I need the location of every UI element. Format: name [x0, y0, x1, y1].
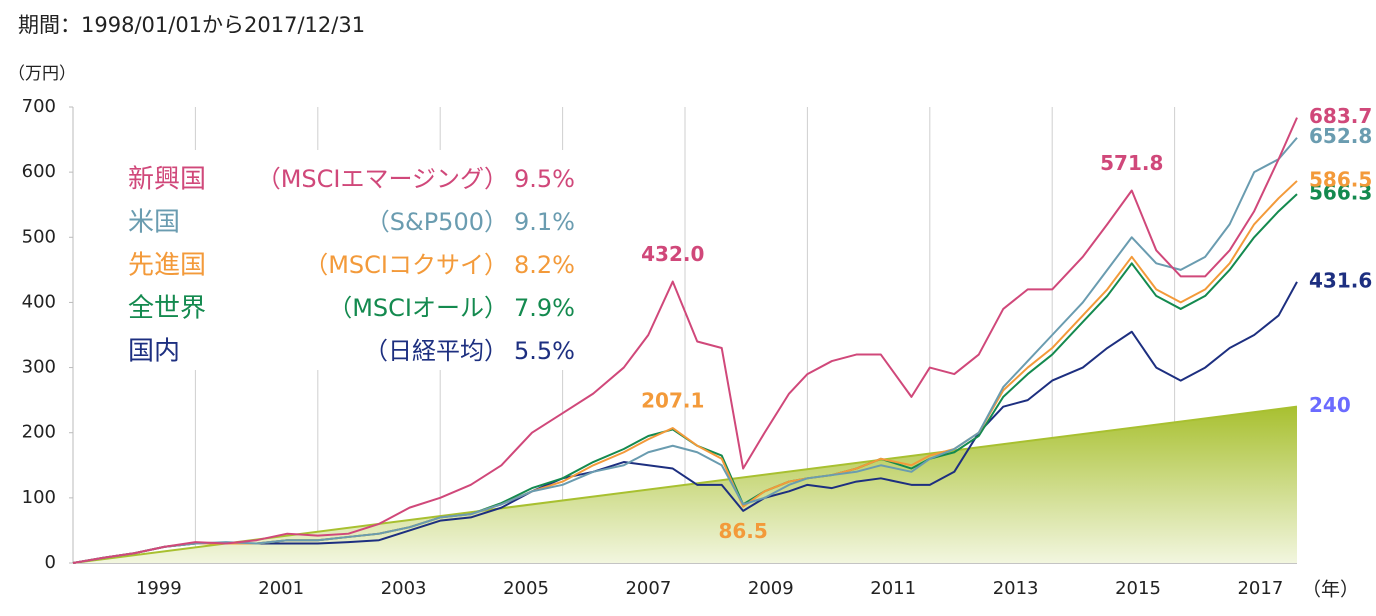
- series-line: [72, 281, 1298, 564]
- value-label: 683.7: [1309, 104, 1372, 128]
- legend: 新興国 （MSCIエマージング） 9.5% 米国 （S&P500） 9.1% 先進国 （MSC…: [112, 150, 602, 370]
- value-label: 86.5: [718, 519, 767, 543]
- legend-return: 5.5%: [514, 337, 575, 365]
- x-tick-label: 2009: [748, 578, 794, 599]
- x-axis-label: （年）: [1302, 579, 1359, 601]
- legend-index: （S&P500）: [366, 208, 508, 236]
- x-tick-label: 2011: [870, 578, 916, 599]
- y-tick-label: 500: [22, 226, 56, 247]
- x-tick-label: 2015: [1115, 578, 1161, 599]
- x-tick-label: 2005: [503, 578, 549, 599]
- y-tick-label: 400: [22, 291, 56, 312]
- x-tick-label: 2001: [258, 578, 304, 599]
- principal-line: [72, 405, 1298, 564]
- legend-name: 新興国: [128, 165, 206, 195]
- legend-index: （日経平均）: [364, 337, 508, 365]
- y-tick-label: 700: [22, 96, 56, 117]
- x-tick-label: 2017: [1237, 578, 1283, 599]
- value-label: 586.5: [1309, 167, 1372, 191]
- y-tick-label: 0: [45, 552, 56, 573]
- y-tick-label: 300: [22, 357, 56, 378]
- y-axis-label: （万円）: [8, 64, 76, 84]
- legend-index: （MSCIコクサイ）: [304, 251, 508, 279]
- value-label: 571.8: [1100, 151, 1163, 175]
- value-label: 652.8: [1309, 124, 1372, 148]
- legend-return: 9.1%: [514, 208, 575, 236]
- chart-title: 期間：1998/01/01から2017/12/31: [18, 13, 365, 37]
- value-label: 432.0: [641, 242, 704, 266]
- x-tick-label: 2003: [381, 578, 427, 599]
- value-label: 207.1: [641, 389, 704, 413]
- x-tick-label: 2007: [625, 578, 671, 599]
- legend-name: 先進国: [128, 251, 206, 281]
- legend-index: （MSCIオール）: [328, 294, 508, 322]
- legend-return: 9.5%: [514, 165, 575, 193]
- legend-name: 全世界: [128, 294, 206, 324]
- plot: [72, 117, 1298, 564]
- value-label: 566.3: [1309, 181, 1372, 205]
- y-tick-label: 200: [22, 422, 56, 443]
- series-line: [72, 137, 1298, 564]
- legend-index: （MSCIエマージング）: [257, 165, 508, 193]
- y-tick-label: 600: [22, 161, 56, 182]
- value-label: 240: [1309, 393, 1351, 417]
- y-tick-label: 100: [22, 487, 56, 508]
- legend-name: 米国: [128, 208, 180, 238]
- labels: 240 431.6 566.3 207.1 86.5 586.5 652.8 432.0 571…: [641, 104, 1372, 543]
- x-tick-label: 2013: [993, 578, 1039, 599]
- value-label: 431.6: [1309, 268, 1372, 292]
- legend-return: 8.2%: [514, 251, 575, 279]
- legend-name: 国内: [128, 337, 180, 367]
- series-line: [72, 117, 1298, 564]
- legend-box: [112, 150, 602, 370]
- x-tick-label: 1999: [136, 578, 182, 599]
- legend-return: 7.9%: [514, 294, 575, 322]
